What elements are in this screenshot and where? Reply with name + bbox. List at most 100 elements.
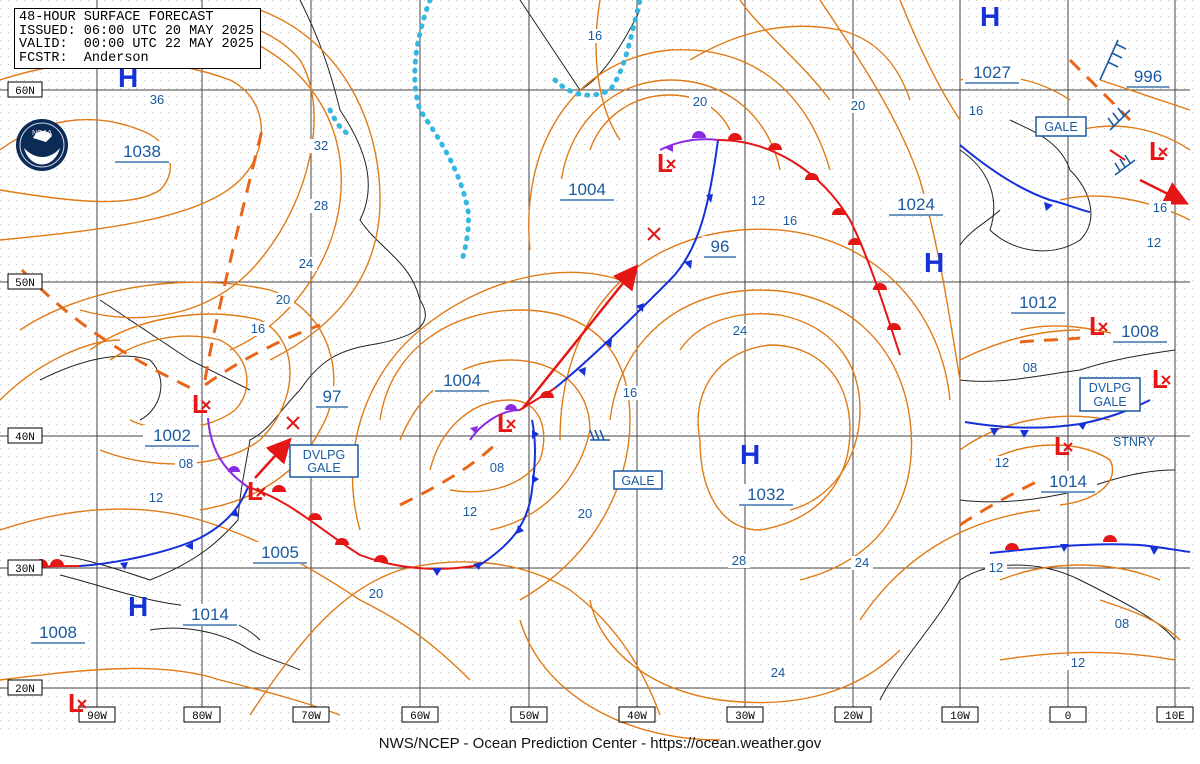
svg-text:NOAA: NOAA <box>32 130 52 137</box>
longitude-label: 70W <box>301 711 321 723</box>
pressure-label: 1002 <box>153 426 191 445</box>
svg-text:L: L <box>1089 311 1105 341</box>
svg-text:L: L <box>247 476 263 506</box>
longitude-label: 20W <box>843 711 863 723</box>
low-symbol: L <box>192 389 211 419</box>
header-forecaster: FCSTR: Anderson <box>19 50 149 66</box>
latitude-label: 50N <box>15 278 35 290</box>
isobar-label: 16 <box>623 385 637 400</box>
isobar-label: 12 <box>1071 655 1085 670</box>
isobar-label: 08 <box>1023 360 1037 375</box>
pressure-label: 1032 <box>747 485 785 504</box>
low-symbol: L <box>1149 136 1168 166</box>
high-symbol: H <box>980 1 1000 32</box>
svg-text:L: L <box>657 148 673 178</box>
cold-front-n <box>554 139 719 389</box>
isobar-label: 20 <box>276 292 290 307</box>
troughs <box>20 58 1132 527</box>
high-symbol: H <box>118 62 138 93</box>
isobar-label: 20 <box>578 506 592 521</box>
isobar-label: 32 <box>314 138 328 153</box>
low-symbol: L <box>497 408 516 438</box>
high-symbol: H <box>740 439 760 470</box>
ice-edge <box>327 0 643 263</box>
isobar-label: 16 <box>969 103 983 118</box>
occluded-symbols <box>228 131 706 472</box>
isobar-label: 24 <box>733 323 747 338</box>
isobar-label: 24 <box>855 555 869 570</box>
low-symbols: L L L L L L L L L <box>68 136 1171 718</box>
isobar-label: 08 <box>490 460 504 475</box>
latitude-label: 60N <box>15 86 35 98</box>
isobar-label: 12 <box>995 455 1009 470</box>
low-symbol: L <box>247 476 266 506</box>
isobar-label: 12 <box>463 504 477 519</box>
high-symbol: H <box>128 591 148 622</box>
low-symbol: L <box>1054 431 1073 461</box>
longitude-label: 80W <box>192 711 212 723</box>
longitude-label: 50W <box>519 711 539 723</box>
high-symbols: H H H H H <box>118 1 1000 622</box>
latitude-labels: 60N 50N 40N 30N 20N <box>7 81 43 696</box>
longitude-labels: 90W 80W 70W 60W 50W 40W 30W 20W 10W 0 10E <box>78 706 1194 723</box>
isobar-label: 28 <box>314 198 328 213</box>
header-issued: ISSUED: 06:00 UTC 20 MAY 2025 <box>19 23 254 39</box>
longitude-label: 10W <box>950 711 970 723</box>
isobar-label: 16 <box>783 213 797 228</box>
pressure-label: 1038 <box>123 142 161 161</box>
isobar-label: 20 <box>369 586 383 601</box>
cold-front-west <box>79 486 249 567</box>
isobar-label: 08 <box>179 456 193 471</box>
low-symbol: L <box>68 688 87 718</box>
warm-front-north <box>717 139 901 356</box>
svg-text:L: L <box>497 408 513 438</box>
isobar-label: 12 <box>1147 235 1161 250</box>
longitude-label: 60W <box>410 711 430 723</box>
occluded-central <box>469 409 521 441</box>
wind-barbs <box>589 39 1136 441</box>
isobar-label: 12 <box>989 560 1003 575</box>
pressure-label: 1008 <box>1121 322 1159 341</box>
svg-text:L: L <box>192 389 208 419</box>
dvlpg-label: DVLPG <box>1089 381 1131 395</box>
isobar-label: 36 <box>150 92 164 107</box>
low-symbol: L <box>1089 311 1108 341</box>
longitude-label: 0 <box>1065 711 1072 723</box>
occluded-west <box>207 417 249 488</box>
svg-text:L: L <box>1054 431 1070 461</box>
pressure-label: 1008 <box>39 623 77 642</box>
storm-tracks <box>254 149 1189 479</box>
future-positions <box>286 227 661 430</box>
cold-front-central <box>479 419 536 566</box>
pressure-label: 1014 <box>191 605 229 624</box>
isobar-label: 24 <box>299 256 313 271</box>
high-symbol: H <box>924 247 944 278</box>
pressure-label: 1004 <box>568 180 606 199</box>
isobar-label: 24 <box>771 665 785 680</box>
dvlpg-label: DVLPG <box>303 448 345 462</box>
longitude-label: 10E <box>1165 711 1185 723</box>
isobar-label: 16 <box>588 28 602 43</box>
svg-text:L: L <box>1152 364 1168 394</box>
isobar-value-labels: 36 32 28 24 20 16 08 12 16 08 12 16 20 24 12 16 20 28 24 20… <box>145 28 1171 680</box>
latitude-label: 20N <box>15 684 35 696</box>
header-valid: VALID: 00:00 UTC 22 MAY 2025 <box>19 37 254 52</box>
longitude-label: 40W <box>627 711 647 723</box>
pressure-label: 1027 <box>973 63 1011 82</box>
warning-boxes: DVLPG GALE GALE GALE DVLPG GALE STNRY <box>289 116 1156 490</box>
forecast-header: 48-HOUR SURFACE FORECAST ISSUED: 06:00 UT… <box>14 8 261 69</box>
latitude-label: 30N <box>15 564 35 576</box>
svg-text:L: L <box>1149 136 1165 166</box>
pressure-label: 96 <box>711 237 730 256</box>
fronts <box>19 138 1191 570</box>
pressure-labels: 1038 1002 1005 1014 1008 1004 1004 96 97 1032 1024… <box>29 62 1172 644</box>
warm-front-central <box>247 486 481 570</box>
isobar-label: 16 <box>251 321 265 336</box>
gale-label: GALE <box>307 461 340 475</box>
isobar-label: 12 <box>149 490 163 505</box>
pressure-label: 1024 <box>897 195 935 214</box>
occluded-north <box>659 138 719 151</box>
longitude-label: 90W <box>87 711 107 723</box>
